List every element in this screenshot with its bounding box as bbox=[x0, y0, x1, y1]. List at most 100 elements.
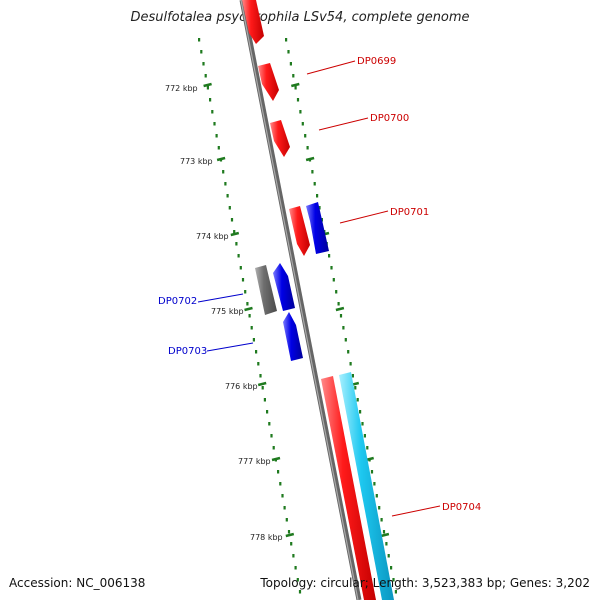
tick-labels: 772 kbp 773 kbp 774 kbp 775 kbp 776 kbp … bbox=[165, 84, 283, 542]
tick-mark bbox=[244, 290, 247, 294]
tick-mark bbox=[351, 374, 354, 378]
tick-mark bbox=[347, 350, 350, 354]
tick-mark bbox=[268, 422, 271, 426]
tick-label-777: 777 kbp bbox=[238, 457, 271, 466]
gene-label-dp0704[interactable]: DP0704 bbox=[442, 502, 481, 513]
tick-mark bbox=[233, 230, 236, 234]
tick-mark bbox=[235, 242, 238, 246]
tick-mark bbox=[313, 182, 316, 186]
tick-mark bbox=[283, 506, 286, 510]
gene-top-partial bbox=[242, 0, 264, 44]
gene-dp0699[interactable] bbox=[258, 63, 279, 101]
tick-mark bbox=[304, 134, 307, 138]
tick-mark bbox=[200, 50, 203, 54]
tick-mark bbox=[298, 590, 302, 594]
gene-dp0701-reverse[interactable] bbox=[306, 202, 329, 254]
tick-mark bbox=[285, 38, 288, 42]
tick-mark bbox=[285, 518, 288, 522]
tick-label-773: 773 kbp bbox=[180, 157, 213, 166]
tick-mark bbox=[226, 194, 229, 198]
gene-label-dp0699[interactable]: DP0699 bbox=[357, 56, 396, 67]
tick-mark bbox=[213, 122, 216, 126]
tick-mark bbox=[206, 86, 209, 90]
major-tick bbox=[290, 82, 300, 88]
gene-dp0703[interactable] bbox=[283, 312, 303, 361]
tick-mark bbox=[344, 338, 347, 342]
tick-mark bbox=[270, 434, 273, 438]
tick-mark bbox=[272, 446, 275, 450]
tick-mark bbox=[354, 386, 357, 390]
tick-label-778: 778 kbp bbox=[250, 533, 283, 542]
tick-mark bbox=[257, 362, 260, 366]
gene-dp0704-cyan[interactable] bbox=[339, 372, 394, 600]
tick-mark bbox=[248, 314, 251, 318]
tick-label-775: 775 kbp bbox=[211, 307, 244, 316]
tick-mark bbox=[328, 254, 331, 258]
gene-label-dp0700[interactable]: DP0700 bbox=[370, 113, 409, 124]
tick-mark bbox=[366, 446, 369, 450]
major-tick bbox=[380, 532, 390, 538]
tick-mark bbox=[299, 110, 302, 114]
tick-mark bbox=[222, 170, 225, 174]
tick-mark bbox=[370, 470, 374, 474]
tick-mark bbox=[289, 62, 292, 66]
tick-mark bbox=[294, 566, 297, 570]
gene-label-dp0703[interactable]: DP0703 bbox=[168, 346, 207, 357]
tick-mark bbox=[316, 194, 319, 198]
gene-label-dp0701[interactable]: DP0701 bbox=[390, 207, 429, 218]
major-tick bbox=[216, 156, 226, 162]
tick-mark bbox=[342, 326, 345, 330]
tick-mark bbox=[277, 470, 280, 474]
tick-mark bbox=[394, 590, 397, 594]
tick-mark bbox=[224, 182, 227, 186]
tick-mark bbox=[318, 206, 321, 210]
accession-text: Accession: NC_006138 bbox=[9, 576, 146, 590]
tick-mark bbox=[311, 170, 314, 174]
tick-mark bbox=[363, 434, 366, 438]
tick-mark bbox=[230, 218, 234, 222]
gene-label-dp0702[interactable]: DP0702 bbox=[158, 296, 197, 307]
tick-mark bbox=[263, 398, 266, 402]
tick-mark bbox=[337, 302, 340, 306]
gene-dp0702[interactable] bbox=[273, 263, 295, 311]
tick-mark bbox=[294, 86, 297, 90]
tick-mark bbox=[373, 482, 376, 486]
gene-dp0701-forward[interactable] bbox=[289, 206, 310, 256]
tick-mark bbox=[279, 482, 282, 486]
tick-mark bbox=[385, 542, 388, 546]
tick-mark bbox=[301, 122, 304, 126]
tick-track bbox=[198, 38, 397, 594]
major-tick bbox=[244, 306, 253, 312]
tick-mark bbox=[211, 110, 214, 114]
tick-mark bbox=[330, 266, 333, 270]
tick-mark bbox=[228, 206, 231, 210]
tick-mark bbox=[335, 290, 338, 294]
tick-mark bbox=[296, 578, 299, 582]
tick-mark bbox=[287, 530, 291, 534]
tick-mark bbox=[255, 350, 258, 354]
tick-mark bbox=[217, 146, 220, 150]
gene-dp0700[interactable] bbox=[270, 120, 290, 157]
tick-mark bbox=[237, 254, 240, 258]
gene-features bbox=[242, 0, 394, 600]
tick-mark bbox=[296, 98, 300, 102]
tick-mark bbox=[215, 134, 218, 138]
tick-mark bbox=[361, 422, 364, 426]
tick-mark bbox=[261, 386, 264, 390]
tick-mark bbox=[281, 494, 284, 498]
gene-dp0702-gray[interactable] bbox=[255, 265, 277, 315]
major-tick bbox=[230, 231, 240, 237]
gene-dp0704-forward[interactable] bbox=[321, 376, 376, 600]
tick-label-776: 776 kbp bbox=[225, 382, 258, 391]
tick-mark bbox=[356, 398, 359, 402]
major-tick bbox=[203, 82, 212, 88]
tick-mark bbox=[287, 50, 290, 54]
tick-mark bbox=[209, 98, 212, 102]
tick-mark bbox=[250, 326, 253, 330]
tick-mark bbox=[239, 266, 242, 270]
map-title: Desulfotalea psychrophila LSv54, complet… bbox=[130, 10, 470, 25]
backbone bbox=[239, 0, 362, 600]
tick-mark bbox=[292, 554, 295, 558]
tick-mark bbox=[246, 302, 249, 306]
